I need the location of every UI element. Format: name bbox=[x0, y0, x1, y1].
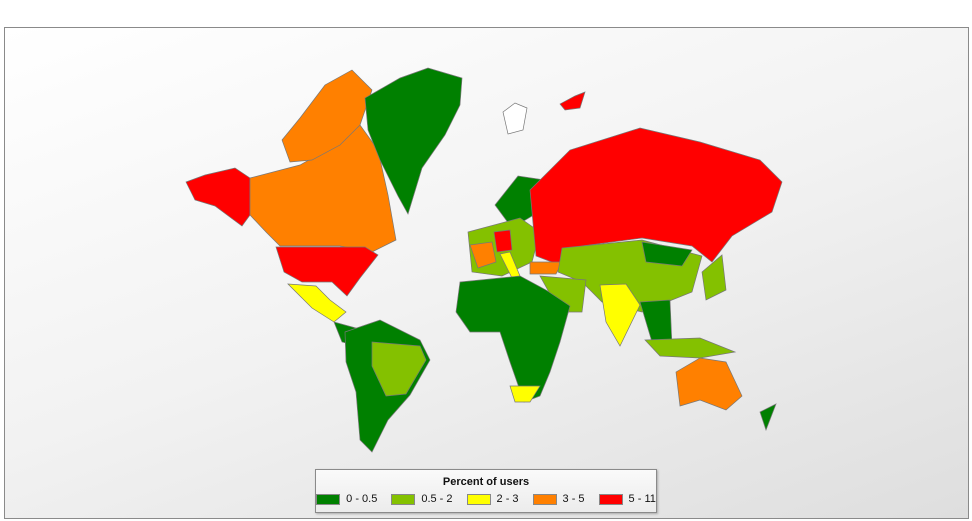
region-franz-josef[interactable] bbox=[559, 91, 586, 111]
region-svalbard bbox=[502, 102, 528, 135]
legend-item: 0 - 0.5 bbox=[316, 493, 377, 505]
region-india[interactable] bbox=[599, 283, 641, 347]
legend-swatch bbox=[466, 493, 491, 505]
region-south-africa[interactable] bbox=[509, 385, 541, 403]
legend-swatch bbox=[316, 493, 341, 505]
legend-label: 5 - 11 bbox=[628, 493, 656, 505]
legend: Percent of users 0 - 0.5 0.5 - 2 2 - 3 3… bbox=[315, 469, 657, 513]
legend-swatch bbox=[532, 493, 557, 505]
region-australia[interactable] bbox=[675, 357, 743, 411]
region-mongolia[interactable] bbox=[641, 241, 693, 267]
region-alaska[interactable] bbox=[185, 167, 251, 227]
legend-label: 2 - 3 bbox=[496, 493, 519, 505]
legend-item: 5 - 11 bbox=[598, 493, 656, 505]
region-brazil[interactable] bbox=[371, 341, 427, 397]
region-turkey[interactable] bbox=[529, 261, 563, 275]
legend-swatch bbox=[598, 493, 623, 505]
legend-item: 3 - 5 bbox=[532, 493, 585, 505]
region-africa[interactable] bbox=[455, 275, 571, 403]
region-new-zealand[interactable] bbox=[759, 403, 777, 432]
legend-label: 3 - 5 bbox=[562, 493, 585, 505]
region-greenland[interactable] bbox=[364, 67, 463, 215]
region-germany[interactable] bbox=[493, 229, 513, 253]
legend-label: 0.5 - 2 bbox=[421, 493, 453, 505]
legend-label: 0 - 0.5 bbox=[346, 493, 378, 505]
region-japan[interactable] bbox=[701, 254, 727, 301]
legend-swatch bbox=[391, 493, 416, 505]
region-france[interactable] bbox=[469, 241, 497, 269]
region-mexico[interactable] bbox=[287, 283, 347, 323]
legend-item: 0.5 - 2 bbox=[391, 493, 453, 505]
legend-item: 2 - 3 bbox=[466, 493, 519, 505]
region-usa[interactable] bbox=[275, 246, 379, 297]
legend-title: Percent of users bbox=[442, 476, 530, 488]
region-indonesia[interactable] bbox=[644, 337, 737, 359]
